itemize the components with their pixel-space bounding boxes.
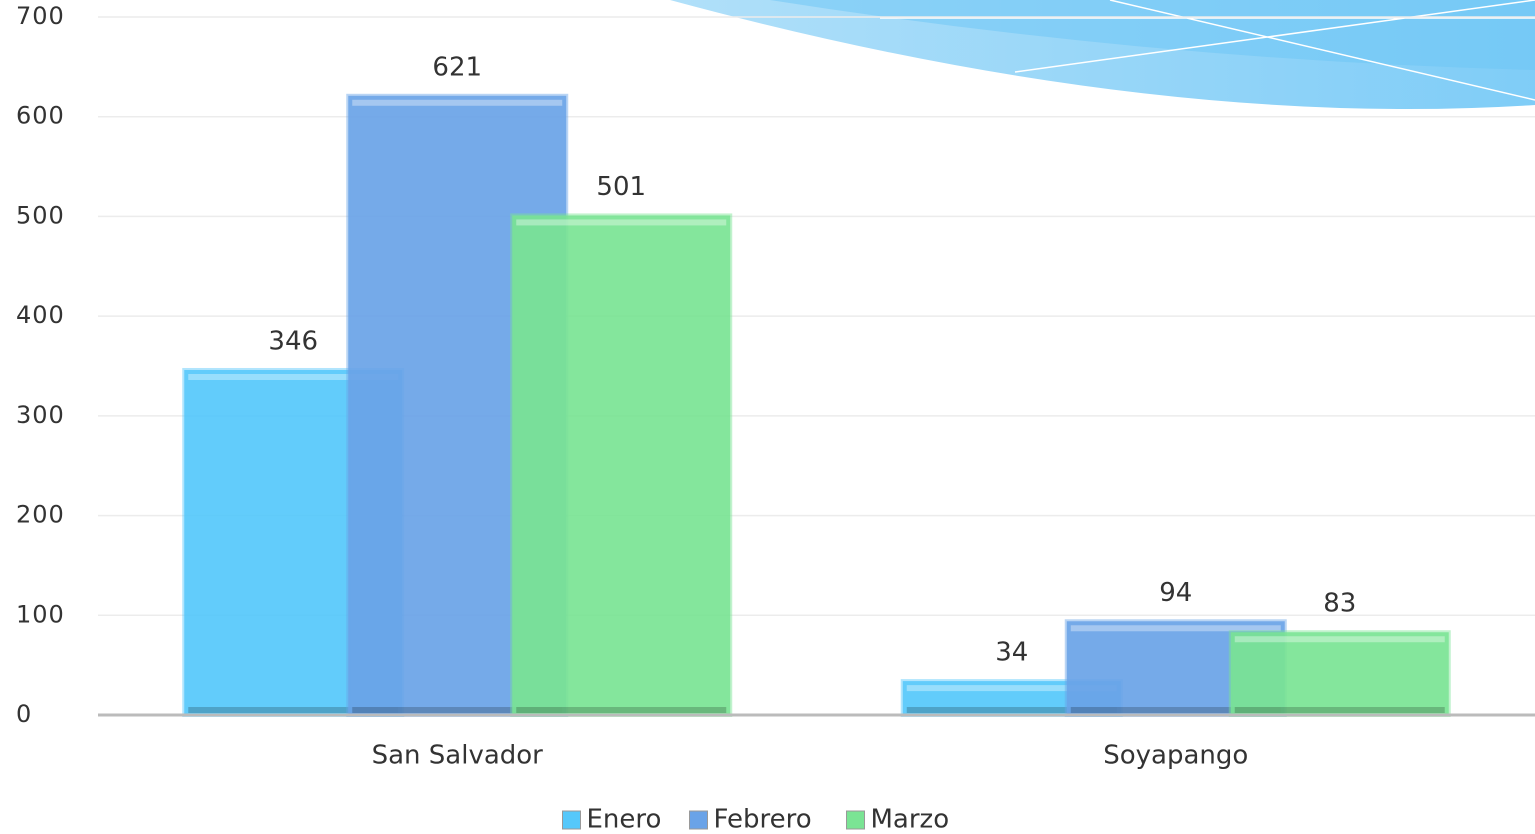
legend-label: Febrero <box>714 805 812 834</box>
y-tick-label: 100 <box>16 600 65 628</box>
y-tick-label: 200 <box>16 501 65 529</box>
legend-swatch <box>847 811 865 829</box>
bar-group <box>1231 632 1449 715</box>
y-tick-label: 500 <box>16 201 65 229</box>
legend-swatch <box>690 811 708 829</box>
x-tick-label: San Salvador <box>372 741 544 771</box>
legend-label: Marzo <box>871 805 950 834</box>
bar-bevel <box>516 707 726 713</box>
data-label: 34 <box>995 638 1028 668</box>
y-tick-label: 600 <box>16 102 65 130</box>
x-tick-label: Soyapango <box>1103 741 1248 771</box>
bar-bevel <box>516 219 726 225</box>
legend-label: Enero <box>587 805 662 834</box>
data-label: 621 <box>432 52 482 82</box>
legend: Enero Febrero Marzo <box>563 805 950 834</box>
bar <box>512 215 730 715</box>
data-label: 94 <box>1159 578 1192 608</box>
bar-group <box>512 215 730 715</box>
y-tick-label: 0 <box>16 700 32 728</box>
bar-bevel <box>1235 636 1445 642</box>
y-tick-label: 300 <box>16 401 65 429</box>
data-label: 501 <box>596 172 646 202</box>
chart: 0 100 200 300 400 500 600 700 San Salvador Soyapa… <box>0 0 1535 834</box>
y-tick-label: 400 <box>16 301 65 329</box>
legend-swatch <box>563 811 581 829</box>
y-tick-label: 700 <box>16 2 65 30</box>
data-label: 83 <box>1323 589 1356 619</box>
bar <box>1231 632 1449 715</box>
data-label: 346 <box>268 326 318 356</box>
bar-bevel <box>352 100 562 106</box>
bar-bevel <box>1235 707 1445 713</box>
